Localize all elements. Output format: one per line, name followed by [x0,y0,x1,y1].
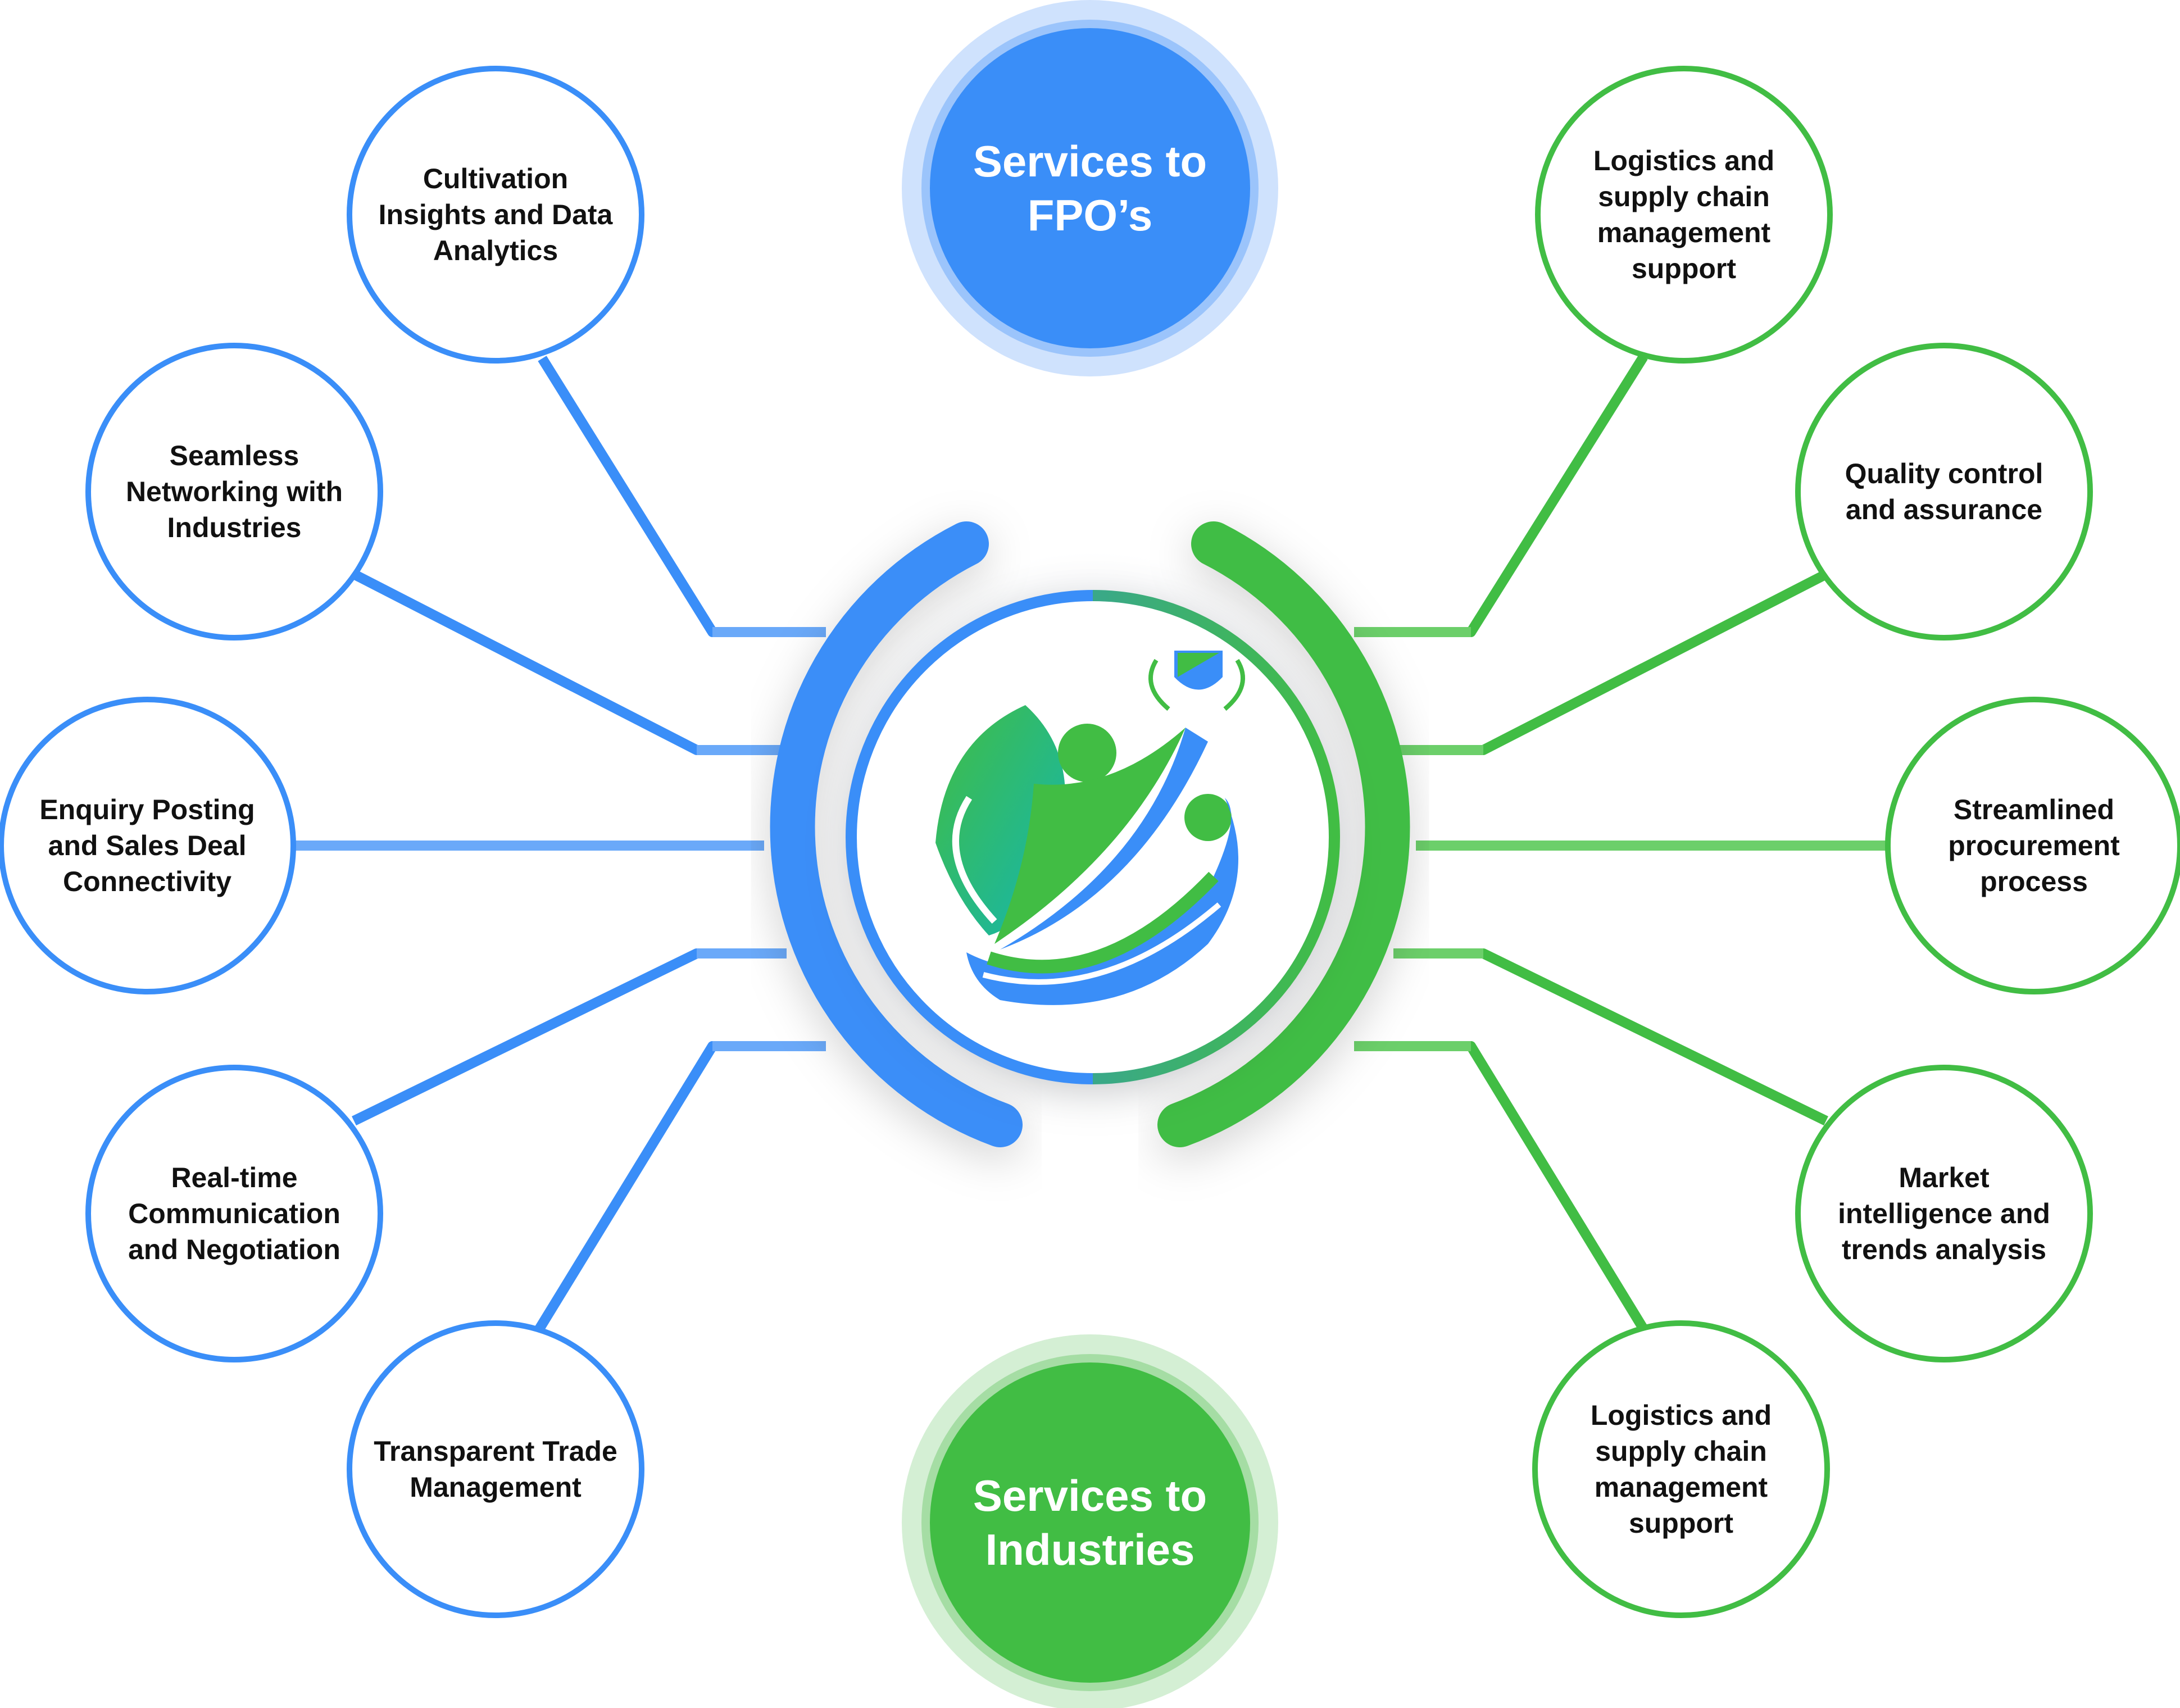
industry-arc [1157,521,1410,1147]
center-ring [846,590,1340,1084]
industry-service-logistics-top: Logistics and supply chain management su… [1593,145,1775,284]
industry-service-quality: Quality control and assurance [1845,458,2043,525]
hub-industries-circle [902,1334,1278,1708]
fpo-service-enquiry: Enquiry Posting and Sales Deal Connectiv… [39,794,255,897]
fpo-service-cultivation: Cultivation Insights and Data Analytics [378,163,613,266]
fpo-service-communication: Real-time Communication and Negotiation [128,1162,340,1265]
hub-industries-label: Services to Industries [973,1471,1207,1574]
fpo-connectors [292,356,826,1332]
hub-fpo-circle [902,0,1278,376]
fpo-service-trade: Transparent Trade Management [374,1436,617,1503]
fpo-industry-logo-icon [935,651,1246,1005]
industry-connectors [1354,354,1888,1332]
industry-service-circles [1532,66,2180,1618]
hub-fpo-label: Services to FPO’s [973,137,1207,240]
fpo-arc [770,521,1023,1147]
fpo-service-circles [0,66,644,1618]
fpo-service-networking: Seamless Networking with Industries [125,440,343,543]
industry-service-market: Market intelligence and trends analysis [1838,1162,2050,1265]
industry-service-procurement: Streamlined procurement process [1948,794,2120,897]
industry-service-logistics-bottom: Logistics and supply chain management su… [1590,1400,1772,1539]
